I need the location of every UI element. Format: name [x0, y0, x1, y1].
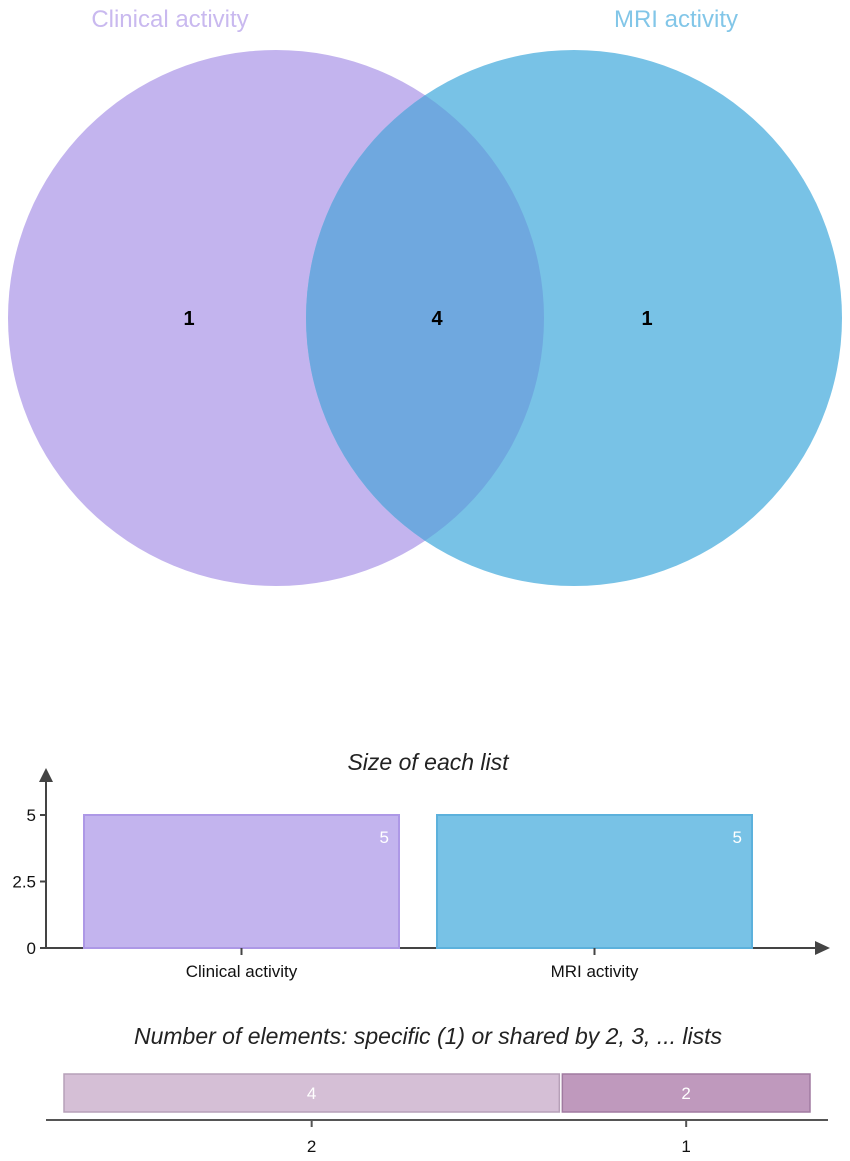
list-size-bar-value: 5 [380, 828, 389, 847]
x-axis-arrow [815, 941, 830, 955]
list-size-bar-value: 5 [733, 828, 742, 847]
venn-diagram: Clinical activity MRI activity 1 4 1 [8, 6, 842, 586]
x-category-label: MRI activity [551, 962, 639, 981]
shared-elements-chart-title: Number of elements: specific (1) or shar… [134, 1023, 723, 1049]
list-size-chart: Size of each list 0 2.5 5 5 Clinical activi… [12, 749, 830, 981]
list-size-bar [436, 814, 753, 949]
count-only-clinical: 1 [183, 308, 194, 330]
y-axis-arrow [39, 768, 53, 782]
y-tick-label: 5 [27, 806, 36, 825]
x-category-label: Clinical activity [186, 962, 298, 981]
shared-elements-category-label: 1 [681, 1137, 690, 1156]
shared-elements-segment [561, 1073, 811, 1113]
shared-elements-segment [63, 1073, 561, 1113]
shared-elements-category-label: 2 [307, 1137, 316, 1156]
shared-elements-chart: Number of elements: specific (1) or shar… [46, 1023, 828, 1156]
count-shared: 4 [431, 308, 443, 330]
shared-elements-segment-value: 2 [681, 1084, 690, 1103]
list-size-bar [83, 814, 400, 949]
shared-elements-segment-value: 4 [307, 1084, 316, 1103]
set-title-clinical: Clinical activity [91, 6, 248, 33]
overlap-region [306, 50, 544, 586]
list-size-chart-title: Size of each list [347, 749, 510, 775]
set-title-mri: MRI activity [614, 6, 738, 33]
y-tick-label: 2.5 [12, 873, 36, 892]
count-only-mri: 1 [641, 308, 652, 330]
y-tick-label: 0 [27, 939, 36, 958]
